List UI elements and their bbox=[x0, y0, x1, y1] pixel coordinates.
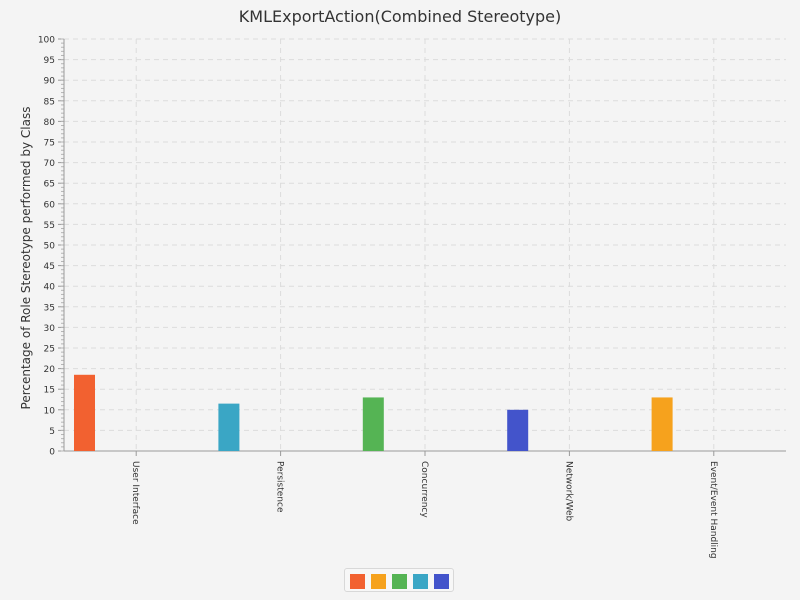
y-tick-label: 75 bbox=[44, 139, 55, 149]
bar bbox=[218, 403, 240, 451]
y-tick-label: 5 bbox=[49, 427, 55, 437]
y-tick-label: 95 bbox=[44, 56, 55, 66]
y-tick-label: 25 bbox=[44, 345, 55, 355]
y-tick-label: 60 bbox=[44, 200, 56, 210]
x-tick-label: Persistence bbox=[275, 461, 285, 513]
legend bbox=[344, 568, 454, 592]
y-tick-label: 65 bbox=[44, 180, 55, 190]
x-tick-label: Event/Event Handling bbox=[708, 461, 718, 559]
y-tick-label: 40 bbox=[44, 283, 56, 293]
x-tick-label: Network/Web bbox=[563, 461, 573, 522]
y-axis-label: Percentage of Role Stereotype performed … bbox=[19, 107, 33, 410]
bar bbox=[74, 374, 95, 451]
bar bbox=[651, 397, 673, 451]
bar bbox=[507, 409, 529, 451]
y-tick-label: 20 bbox=[44, 365, 56, 375]
y-tick-label: 80 bbox=[44, 118, 56, 128]
grid-lines bbox=[64, 38, 786, 451]
bars bbox=[74, 374, 673, 451]
y-tick-label: 35 bbox=[44, 303, 55, 313]
y-tick-label: 100 bbox=[38, 36, 55, 46]
legend-swatch bbox=[413, 574, 428, 589]
legend-swatch bbox=[434, 574, 449, 589]
chart-title: KMLExportAction(Combined Stereotype) bbox=[238, 7, 562, 26]
y-tick-label: 85 bbox=[44, 97, 55, 107]
y-tick-label: 15 bbox=[44, 386, 55, 396]
legend-swatch bbox=[392, 574, 407, 589]
y-tick-label: 90 bbox=[44, 77, 56, 87]
y-tick-label: 10 bbox=[44, 406, 56, 416]
axes bbox=[58, 38, 786, 456]
x-tick-label: Concurrency bbox=[419, 461, 429, 518]
tick-labels: 0 5 10 15 20 25 30 35 40 45 50 55 60 65 70 75 80 85 90 95 10… bbox=[38, 36, 718, 559]
y-tick-label: 45 bbox=[44, 262, 55, 272]
legend-swatch bbox=[350, 574, 365, 589]
y-tick-label: 55 bbox=[44, 221, 55, 231]
x-tick-label: User Interface bbox=[130, 461, 140, 525]
y-tick-label: 0 bbox=[49, 448, 55, 458]
legend-swatch bbox=[371, 574, 386, 589]
bar bbox=[362, 397, 384, 451]
y-tick-label: 70 bbox=[44, 159, 56, 169]
y-tick-label: 50 bbox=[44, 242, 56, 252]
y-tick-label: 30 bbox=[44, 324, 56, 334]
